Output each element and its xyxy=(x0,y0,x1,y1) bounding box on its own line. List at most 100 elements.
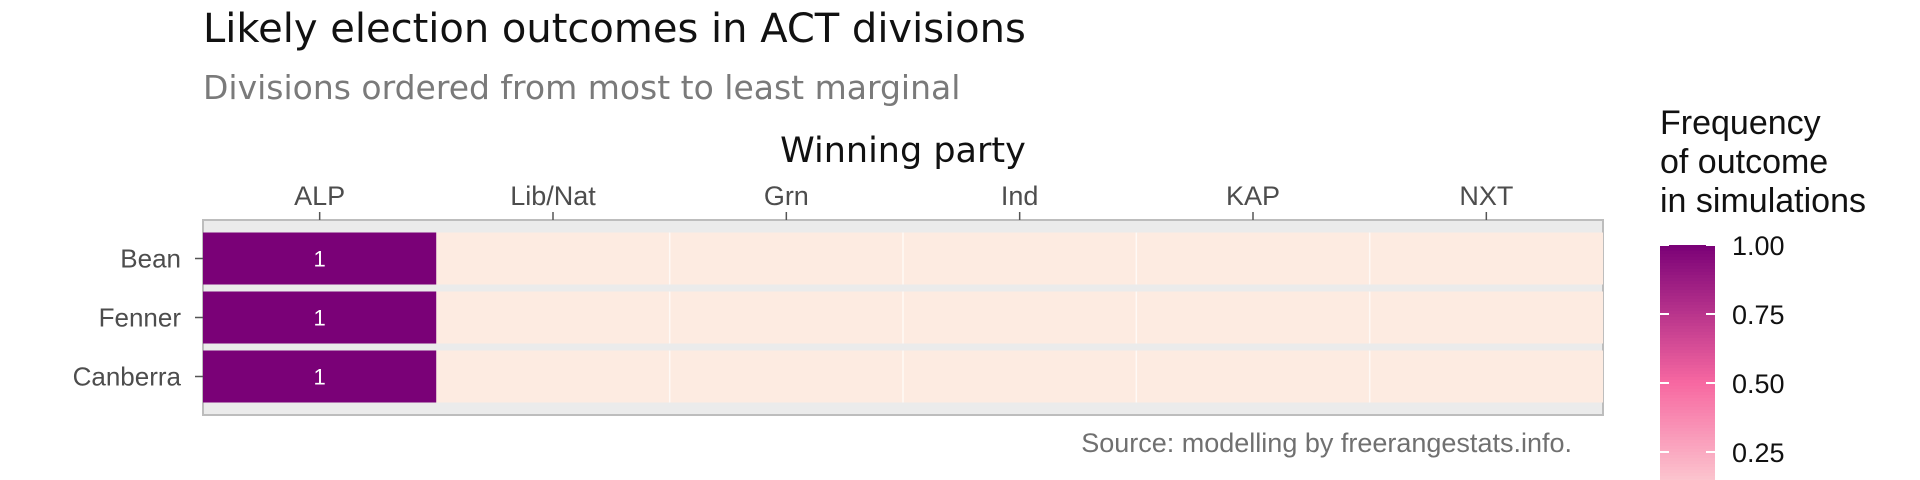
legend-gradient-strip xyxy=(1660,410,1715,414)
legend-gradient-strip xyxy=(1660,467,1715,471)
legend-gradient-strip xyxy=(1660,377,1715,381)
legend-gradient-strip xyxy=(1660,449,1715,453)
legend-gradient-strip xyxy=(1660,368,1715,372)
legend-gradient-strip xyxy=(1660,362,1715,366)
legend-gradient-strip xyxy=(1660,350,1715,354)
cell-label: 1 xyxy=(314,365,326,390)
legend-tick-label: 0.50 xyxy=(1732,369,1785,399)
legend-gradient-strip xyxy=(1660,446,1715,450)
legend-gradient-strip xyxy=(1660,323,1715,327)
legend-gradient-strip xyxy=(1660,287,1715,291)
legend-gradient-strip xyxy=(1660,266,1715,270)
legend-gradient-strip xyxy=(1660,398,1715,402)
legend-gradient-strip xyxy=(1660,401,1715,405)
legend-gradient-strip xyxy=(1660,359,1715,363)
x-tick-label: Lib/Nat xyxy=(510,181,596,211)
legend-gradient-strip xyxy=(1660,395,1715,399)
legend-tick-label: 0.25 xyxy=(1732,438,1785,468)
legend-tick-label: 0.75 xyxy=(1732,300,1785,330)
heatmap-cell xyxy=(203,232,437,285)
heatmap-cell xyxy=(436,291,670,344)
legend-title-line-3: in simulations xyxy=(1660,182,1866,220)
legend-gradient-strip xyxy=(1660,281,1715,285)
legend-gradient-strip xyxy=(1660,341,1715,345)
legend-gradient-strip xyxy=(1660,272,1715,276)
legend-gradient-strip xyxy=(1660,413,1715,417)
heatmap-cell xyxy=(903,291,1137,344)
legend-gradient-strip xyxy=(1660,275,1715,279)
chart-caption: Source: modelling by freerangestats.info… xyxy=(1081,428,1572,458)
heatmap-cell xyxy=(1369,232,1603,285)
x-tick-label: ALP xyxy=(294,181,345,211)
legend-gradient-strip xyxy=(1660,365,1715,369)
legend-gradient-strip xyxy=(1660,353,1715,357)
legend-gradient-strip xyxy=(1660,470,1715,474)
legend-gradient-strip xyxy=(1660,461,1715,465)
heatmap-cell xyxy=(669,350,903,403)
legend-gradient-strip xyxy=(1660,317,1715,321)
legend-gradient-strip xyxy=(1660,296,1715,300)
cell-label: 1 xyxy=(314,247,326,272)
legend-gradient-strip xyxy=(1660,452,1715,456)
legend-gradient-strip xyxy=(1660,284,1715,288)
legend-gradient-strip xyxy=(1660,428,1715,432)
legend-gradient-strip xyxy=(1660,383,1715,387)
legend-gradient-strip xyxy=(1660,404,1715,408)
legend-gradient-strip xyxy=(1660,293,1715,297)
x-tick-label: KAP xyxy=(1226,181,1280,211)
legend-gradient-strip xyxy=(1660,335,1715,339)
legend-gradient-strip xyxy=(1660,311,1715,315)
legend-gradient-strip xyxy=(1660,245,1715,249)
heatmap-cell xyxy=(1369,291,1603,344)
legend-gradient-strip xyxy=(1660,422,1715,426)
heatmap-cell xyxy=(1136,350,1370,403)
legend-gradient-strip xyxy=(1660,419,1715,423)
legend-gradient-strip xyxy=(1660,440,1715,444)
legend-gradient-strip xyxy=(1660,260,1715,264)
legend-gradient-strip xyxy=(1660,248,1715,252)
legend-gradient-strip xyxy=(1660,455,1715,459)
legend-gradient-strip xyxy=(1660,425,1715,429)
legend-gradient-strip xyxy=(1660,308,1715,312)
legend-gradient-strip xyxy=(1660,437,1715,441)
legend-gradient-strip xyxy=(1660,476,1715,480)
chart-title: Likely election outcomes in ACT division… xyxy=(203,6,1026,52)
legend-gradient-strip xyxy=(1660,356,1715,360)
x-tick-label: NXT xyxy=(1459,181,1513,211)
legend-gradient-strip xyxy=(1660,278,1715,282)
y-tick-label: Canberra xyxy=(73,362,182,392)
legend-gradient-strip xyxy=(1660,431,1715,435)
legend-gradient-strip xyxy=(1660,305,1715,309)
legend-gradient-strip xyxy=(1660,380,1715,384)
heatmap-cell xyxy=(1136,291,1370,344)
legend-gradient-strip xyxy=(1660,458,1715,462)
legend-gradient-strip xyxy=(1660,371,1715,375)
legend-gradient-strip xyxy=(1660,443,1715,447)
legend-gradient-strip xyxy=(1660,326,1715,330)
heatmap-cell xyxy=(1136,232,1370,285)
cell-label: 1 xyxy=(314,306,326,331)
legend-gradient-strip xyxy=(1660,416,1715,420)
legend-gradient-strip xyxy=(1660,299,1715,303)
legend-gradient-strip xyxy=(1660,464,1715,468)
heatmap-cell xyxy=(436,350,670,403)
legend-title-line-1: Frequency xyxy=(1660,104,1821,142)
x-axis-title: Winning party xyxy=(780,131,1026,171)
heatmap-cell xyxy=(1369,350,1603,403)
legend-gradient-strip xyxy=(1660,257,1715,261)
legend-gradient-strip xyxy=(1660,329,1715,333)
legend-gradient-strip xyxy=(1660,434,1715,438)
heatmap-cell xyxy=(669,232,903,285)
legend-gradient-strip xyxy=(1660,407,1715,411)
x-tick-label: Grn xyxy=(764,181,809,211)
legend-gradient-strip xyxy=(1660,290,1715,294)
legend-tick-label: 1.00 xyxy=(1732,231,1785,261)
chart-subtitle: Divisions ordered from most to least mar… xyxy=(203,68,961,107)
y-tick-label: Bean xyxy=(120,244,181,274)
legend-gradient-strip xyxy=(1660,473,1715,477)
legend-gradient-strip xyxy=(1660,251,1715,255)
legend-gradient-strip xyxy=(1660,314,1715,318)
legend-title-line-2: of outcome xyxy=(1660,143,1829,181)
